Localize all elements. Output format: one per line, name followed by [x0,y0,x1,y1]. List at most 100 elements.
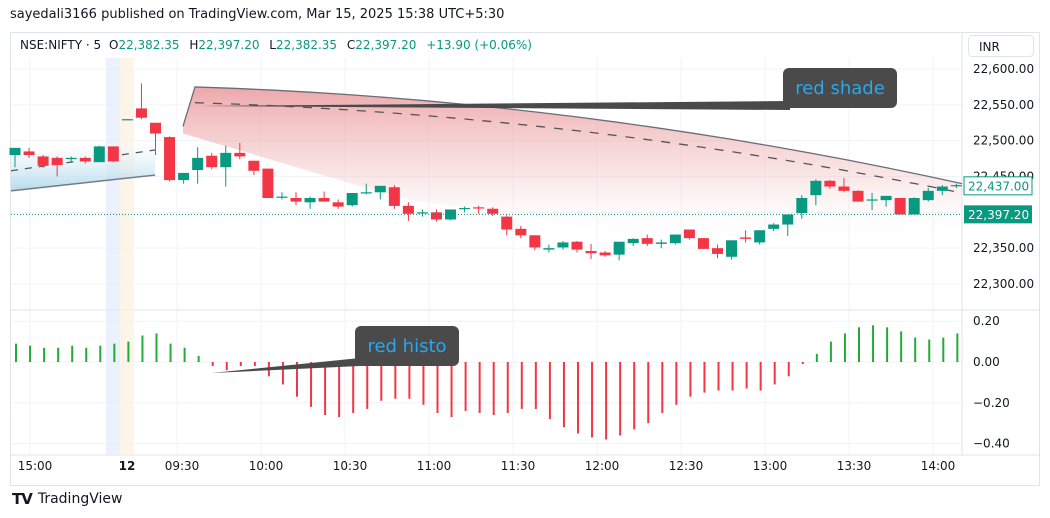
candle [150,122,161,156]
candle [627,238,639,247]
time-tick-label: 11:30 [501,459,536,473]
candle [416,209,428,217]
candle [824,180,836,189]
candle [234,142,246,160]
candle-body [838,186,850,191]
price-tick-label: 22,550.00 [973,98,1034,112]
currency-button[interactable]: INR [968,35,1034,57]
candle [248,160,260,176]
candle-body [585,251,597,254]
candle-body [304,198,316,203]
candle [23,147,35,158]
candle-body [51,157,63,166]
time-tick-label: 13:00 [753,459,788,473]
candle-body [529,235,541,248]
candle-body [936,186,948,191]
candle [557,241,569,250]
time-tick-label: 12 [119,459,136,473]
candle [754,230,766,245]
candle-body [388,187,400,206]
candle-body [431,212,442,220]
session-highlight-blue [106,58,120,455]
candle-body [135,108,147,118]
candle-body [894,198,906,215]
ohlc-legend: NSE:NIFTY · 5 O22,382.35 H22,397.20 L22,… [20,38,538,52]
candle [93,145,105,163]
candle [262,168,274,199]
candle [178,172,190,184]
candle-body [107,146,119,162]
candle-body [655,242,667,244]
candle-body [880,195,892,201]
candle [346,192,358,207]
candle [515,225,527,239]
candle-body [796,198,808,214]
candle [585,243,597,259]
candle [135,83,147,120]
red-histo-callout [355,326,459,366]
tradingview-logo-icon: TV [12,490,33,508]
candle [908,197,920,215]
annotation-callouts: red shade red histo [200,68,897,373]
candle-body [543,248,555,250]
candle [276,192,288,200]
candle [304,196,316,209]
session-highlight-orange [120,58,134,455]
candle-body [192,157,204,171]
candle-body [445,209,457,220]
blue-shade [11,138,155,191]
red-shade-callout-pointer [200,101,790,110]
time-tick-label: 10:30 [333,459,368,473]
candle-body [712,248,723,254]
candle [782,214,794,236]
candle [922,187,934,202]
candle [431,209,442,222]
candle [501,215,513,236]
candle [206,152,218,170]
candle-body [262,168,274,199]
candle [810,179,822,206]
candle-body [515,228,527,236]
candle [683,229,695,240]
candle [936,185,948,196]
candle [950,183,962,188]
indicator-value-marker [963,176,1033,196]
candle [571,241,583,253]
candle-body [557,242,569,248]
candle-body [641,238,653,244]
time-tick-label: 10:00 [249,459,284,473]
candle [192,147,204,184]
candle-body [37,156,49,166]
candle [318,191,330,202]
candle-body [234,152,246,157]
time-tick-label: 14:00 [921,459,956,473]
price-tick-label: 22,500.00 [973,134,1034,148]
candle-body [852,190,864,202]
close-label: C [346,38,356,52]
candle-body [683,229,695,239]
candle-body [276,196,288,198]
high-value: 22,397.20 [198,38,260,52]
time-tick-label: 12:30 [669,459,704,473]
candle-body [950,185,962,187]
indicator-value-label: 22,437.00 [968,179,1029,193]
candle-body [121,119,133,121]
candle-body [501,216,513,230]
candle [712,244,723,259]
candle-body [220,152,232,168]
candle-body [627,238,639,244]
candle-body [374,185,386,193]
candle [641,234,653,247]
indicator-band [10,86,963,245]
time-tick-label: 09:30 [165,459,200,473]
chart-frame [10,32,1040,486]
candle-body [79,157,91,162]
candle-body [922,190,934,201]
candle-body [65,157,77,160]
candle-body [416,212,428,214]
candle-body [248,160,260,171]
candle [374,185,386,200]
symbol-label[interactable]: NSE:NIFTY · 5 [20,38,102,52]
candle-body [613,241,625,255]
